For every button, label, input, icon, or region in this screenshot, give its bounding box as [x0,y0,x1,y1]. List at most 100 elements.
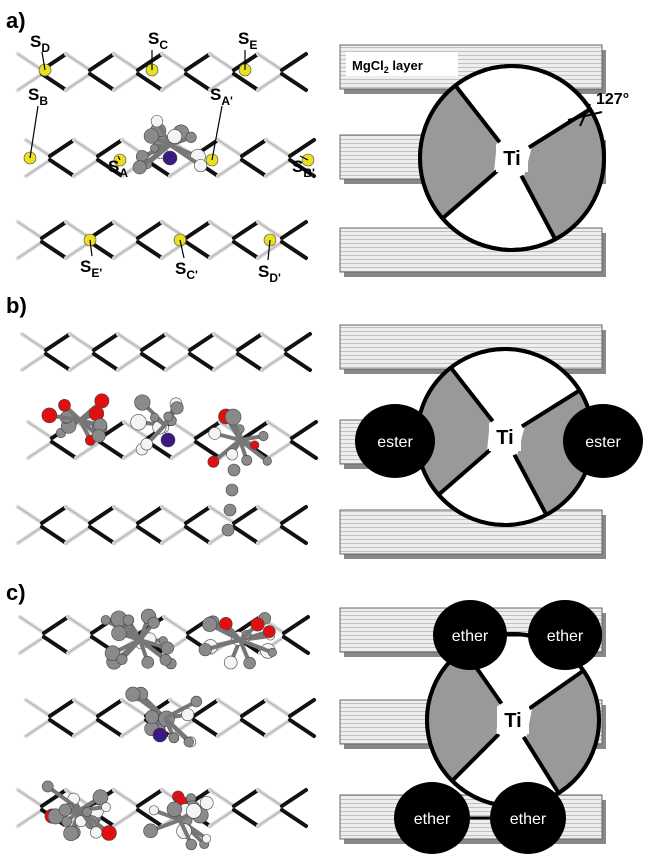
bond-outline [282,222,306,238]
ligand-label: ether [510,811,547,828]
bond-outline [138,507,162,523]
bond-outline [142,354,166,370]
angle-label: 127° [596,91,629,108]
bond-outline [218,720,242,736]
bond-outline [20,637,44,653]
bond-outline [258,527,282,543]
bond-outline [262,354,286,370]
bond-outline [190,334,214,350]
bond-outline [242,160,266,176]
bond-outline [94,354,118,370]
atom [92,429,105,442]
metal-label: Ti [503,148,520,170]
atom [141,438,153,450]
atom [135,395,151,411]
bond-outline [242,700,266,716]
atom [224,504,236,516]
bond-outline [114,507,138,523]
bond-outline [234,507,258,523]
bond-outline [238,334,262,350]
panel-label: a) [6,8,26,33]
site-main: S [108,157,119,176]
bond-outline [290,700,314,716]
bond-outline [234,810,258,826]
bond-outline [42,74,66,90]
atom [186,803,201,818]
atom [126,687,140,701]
bond-outline [18,810,42,826]
bond-outline [284,637,308,653]
bond-outline [26,720,50,736]
bond-outline [50,140,74,156]
layer-label-main: MgCl [352,58,384,73]
atom [168,129,182,143]
bond-outline [28,442,52,458]
atom [142,656,154,668]
bond-outline [100,442,124,458]
atom [208,456,219,467]
atom [123,615,134,626]
bond-outline [22,354,46,370]
metal-label: Ti [504,710,521,732]
atom [150,413,159,422]
bond-outline [186,74,210,90]
atom [101,615,110,624]
site-main: S [30,32,41,51]
atom [191,696,202,707]
bond-outline [166,354,190,370]
atom [112,626,127,641]
bond-outline [186,222,210,238]
bond-outline [42,222,66,238]
bond-outline [262,334,286,350]
ligand-label: ether [414,811,451,828]
site-sub: B [39,94,48,108]
atom [148,617,159,628]
bond-outline [18,54,42,70]
atom [200,796,213,809]
atom [149,806,158,815]
atom [82,807,91,816]
atom [224,656,237,669]
bond-outline [44,637,68,653]
atom [167,802,182,817]
bond-outline [98,140,122,156]
atom [202,617,216,631]
ligand-label: ester [377,434,413,451]
bond-outline [284,617,308,633]
site-main: S [148,29,159,48]
bond-outline [114,810,138,826]
bond-outline [66,507,90,523]
atom [219,617,232,630]
site-label: SE [238,29,257,52]
atom [227,449,238,460]
bond-outline [114,222,138,238]
bond-outline [98,700,122,716]
bond-outline [282,74,306,90]
atom [244,657,256,669]
site-sub: A [119,166,128,180]
site-pointer [30,106,38,158]
bond-outline [210,54,234,70]
atom [151,115,163,127]
bond-outline [172,442,196,458]
bond-outline [266,720,290,736]
bond-outline [114,54,138,70]
bond-outline [196,442,220,458]
atom [186,132,197,143]
bond-outline [94,334,118,350]
atom [150,144,158,152]
metal-label: Ti [496,427,513,449]
bond-outline [234,790,258,806]
bond-outline [70,334,94,350]
bond-outline [46,334,70,350]
site-main: S [80,257,91,276]
atom [184,737,194,747]
bond-outline [68,617,92,633]
bond-outline [114,527,138,543]
bond-outline [66,527,90,543]
bond-outline [282,507,306,523]
bond-outline [190,354,214,370]
bond-outline [70,354,94,370]
atom [263,457,272,466]
atom [163,151,177,165]
